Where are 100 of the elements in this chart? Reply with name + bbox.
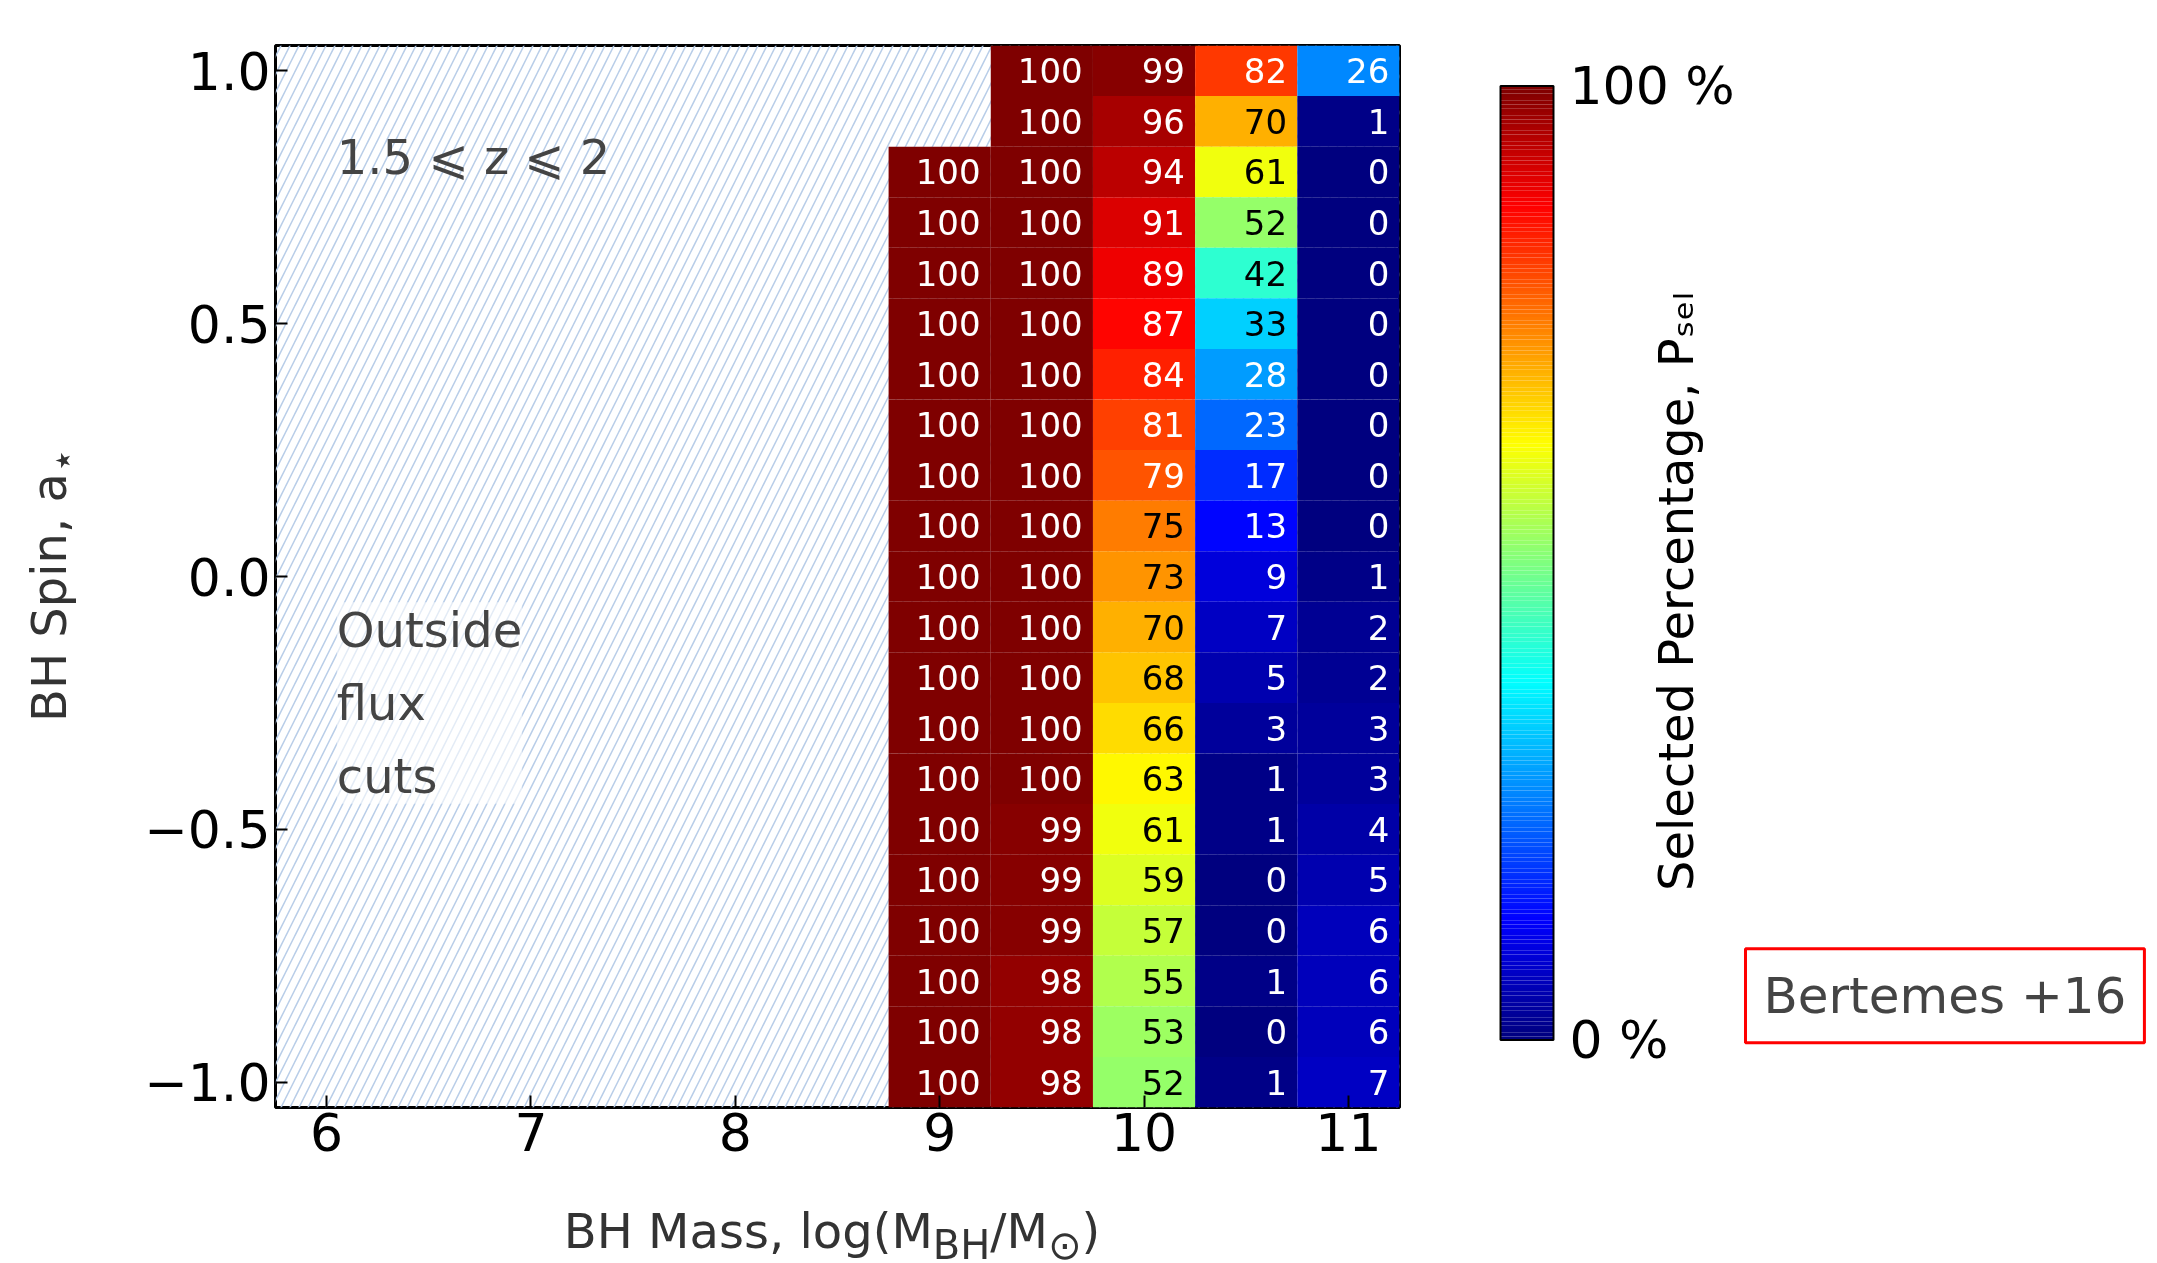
data-label: 55: [1141, 961, 1185, 1002]
data-label: 100: [915, 152, 981, 193]
data-label: 79: [1141, 455, 1185, 496]
data-label: 75: [1141, 506, 1185, 547]
data-label: 98: [1039, 1012, 1083, 1053]
data-label: 81: [1141, 405, 1185, 446]
data-label: 100: [915, 759, 981, 800]
data-label: 3: [1367, 759, 1390, 800]
data-label: 100: [1017, 405, 1083, 446]
data-label: 100: [915, 304, 981, 345]
data-label: 91: [1141, 203, 1185, 243]
data-label: 99: [1039, 911, 1083, 951]
data-label: 42: [1243, 253, 1288, 294]
data-label: 1: [1367, 557, 1390, 597]
data-label: 68: [1141, 658, 1185, 699]
data-label: 2: [1367, 607, 1390, 648]
data-label: 73: [1141, 557, 1185, 597]
data-label: 100: [915, 708, 981, 749]
data-label: 52: [1141, 1062, 1185, 1103]
data-label: 100: [1017, 253, 1083, 294]
data-label: 99: [1039, 809, 1083, 850]
data-label: 100: [1017, 557, 1083, 597]
data-label: 4: [1367, 809, 1390, 850]
x-tick-label: 8: [718, 1102, 752, 1163]
data-label: 0: [1367, 455, 1390, 496]
data-label: 0: [1367, 253, 1390, 294]
data-label: 98: [1039, 1062, 1083, 1103]
data-label: 3: [1265, 708, 1288, 749]
data-label: 100: [915, 557, 981, 597]
data-label: 98: [1039, 961, 1083, 1002]
data-label: 100: [1017, 203, 1083, 243]
data-label: 100: [915, 203, 981, 243]
data-label: 87: [1141, 304, 1185, 345]
annotation: Outside flux cuts: [336, 602, 523, 804]
data-label: 0: [1367, 203, 1390, 243]
data-label: 0: [1367, 405, 1390, 446]
data-label: 7: [1367, 1062, 1390, 1103]
data-label: 100: [915, 405, 981, 446]
y-tick-label: 1.0: [187, 41, 271, 102]
data-label: 63: [1141, 759, 1185, 800]
data-label: 70: [1243, 101, 1288, 142]
color-bar-label: 100 %: [1569, 55, 1735, 116]
data-label: 13: [1243, 506, 1288, 547]
x-tick-label: 10: [1110, 1102, 1178, 1163]
data-label: 100: [915, 658, 981, 699]
x-tick-label: 6: [310, 1102, 344, 1163]
data-label: 5: [1367, 860, 1390, 901]
y-tick-label: 0.5: [187, 294, 271, 355]
data-label: 100: [1017, 708, 1083, 749]
data-label: 17: [1243, 455, 1288, 496]
y-tick-label: −0.5: [144, 800, 271, 861]
data-label: 9: [1265, 557, 1288, 597]
data-label: 100: [915, 455, 981, 496]
color-bar-label: 0 %: [1569, 1010, 1669, 1071]
data-label: 3: [1367, 708, 1390, 749]
data-label: 66: [1141, 708, 1185, 749]
annotation: 1.5 ⩽ z ⩽ 2: [336, 128, 611, 185]
data-label: 84: [1141, 354, 1185, 395]
data-label: 96: [1141, 101, 1185, 142]
data-label: 61: [1141, 809, 1185, 850]
x-tick-label: 9: [923, 1102, 957, 1163]
data-label: 70: [1141, 607, 1185, 648]
data-label: 100: [1017, 354, 1083, 395]
data-label: 100: [915, 1062, 981, 1103]
data-label: 0: [1367, 304, 1390, 345]
data-label: 99: [1141, 51, 1185, 92]
data-label: 61: [1243, 152, 1288, 193]
data-label: 100: [915, 506, 981, 547]
data-label: 94: [1141, 152, 1185, 193]
data-label: 6: [1367, 1012, 1390, 1053]
data-label: 2: [1367, 658, 1390, 699]
data-label: 100: [1017, 759, 1083, 800]
data-label: 100: [915, 911, 981, 951]
data-label: 100: [915, 253, 981, 294]
data-label: 1: [1265, 809, 1288, 850]
data-label: 100: [1017, 51, 1083, 92]
data-label: 89: [1141, 253, 1185, 294]
data-label: 100: [915, 961, 981, 1002]
x-tick-label: 7: [514, 1102, 548, 1163]
y-tick-label: 0.0: [187, 547, 271, 608]
data-label: 82: [1243, 51, 1288, 92]
data-label: 100: [1017, 304, 1083, 345]
data-label: 1: [1265, 759, 1288, 800]
data-label: 0: [1367, 506, 1390, 547]
data-label: 0: [1367, 354, 1390, 395]
data-label: 100: [1017, 607, 1083, 648]
data-label: 53: [1141, 1012, 1185, 1053]
data-label: 100: [915, 860, 981, 901]
data-label: 0: [1265, 860, 1288, 901]
data-label: 6: [1367, 961, 1390, 1002]
y-tick-label: −1.0: [144, 1053, 271, 1114]
data-label: 59: [1141, 860, 1185, 901]
data-label: 100: [1017, 152, 1083, 193]
data-label: 100: [1017, 101, 1083, 142]
x-axis-title: BH Mass, log(M$_{BH}$/M$_{⊙}$): [563, 1202, 1101, 1263]
data-label: 100: [915, 809, 981, 850]
data-label: 100: [915, 1012, 981, 1053]
data-label: 26: [1346, 51, 1390, 92]
data-label: 28: [1243, 354, 1288, 395]
data-label: 7: [1265, 607, 1288, 648]
